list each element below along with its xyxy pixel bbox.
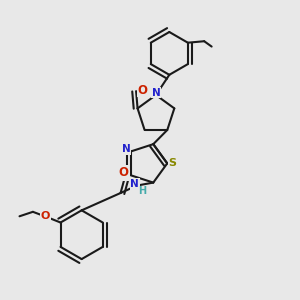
Text: O: O: [118, 166, 129, 179]
Text: O: O: [138, 84, 148, 97]
Text: O: O: [41, 211, 50, 221]
Text: S: S: [169, 158, 177, 168]
Text: N: N: [121, 170, 130, 180]
Text: N: N: [152, 88, 160, 98]
Text: H: H: [138, 186, 146, 196]
Text: N: N: [122, 144, 130, 154]
Text: N: N: [130, 179, 139, 189]
